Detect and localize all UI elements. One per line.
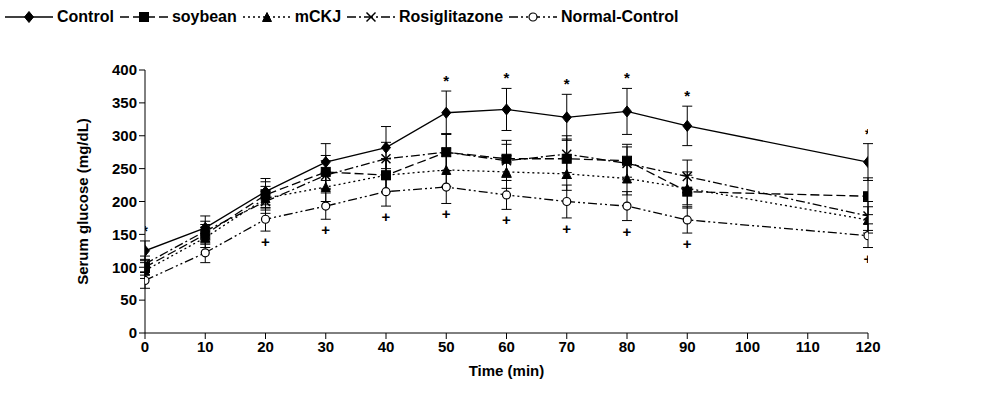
svg-text:110: 110 (796, 338, 820, 355)
svg-text:+: + (683, 235, 692, 252)
svg-text:300: 300 (112, 127, 137, 144)
html-text:soybean: soybean (171, 8, 237, 25)
svg-text:60: 60 (498, 338, 515, 355)
svg-text:70: 70 (558, 338, 575, 355)
svg-text:0: 0 (141, 338, 149, 355)
svg-text:20: 20 (257, 338, 274, 355)
svg-text:*: * (504, 70, 510, 86)
svg-text:*: * (564, 75, 570, 92)
svg-text:+: + (623, 223, 632, 240)
html-text:Control: Control (57, 8, 114, 25)
svg-text:+: + (442, 205, 451, 222)
svg-text:80: 80 (619, 338, 636, 355)
svg-text:200: 200 (112, 193, 137, 210)
svg-text:+: + (382, 208, 391, 225)
svg-text:100: 100 (112, 259, 137, 276)
svg-text:350: 350 (112, 94, 137, 111)
svg-text:10: 10 (197, 338, 214, 355)
svg-text:*: * (684, 87, 690, 104)
svg-text:+: + (502, 211, 511, 228)
svg-text:*: * (865, 125, 868, 142)
svg-text:90: 90 (679, 338, 696, 355)
html-text:Rosiglitazone: Rosiglitazone (399, 8, 503, 25)
svg-text:*: * (624, 70, 630, 86)
html-text:mCKJ: mCKJ (294, 8, 341, 25)
svg-text:0: 0 (129, 324, 137, 341)
svg-text:*: * (443, 72, 449, 89)
svg-text:100: 100 (735, 338, 760, 355)
svg-text:50: 50 (120, 291, 137, 308)
svg-text:400: 400 (112, 61, 137, 78)
svg-text:*: * (145, 222, 148, 239)
svg-text:+: + (261, 233, 270, 250)
svg-text:Serum glucose (mg/dL): Serum glucose (mg/dL) (74, 118, 91, 285)
svg-text:Time (min): Time (min) (469, 362, 545, 379)
svg-text:250: 250 (112, 160, 137, 177)
svg-text:+: + (562, 220, 571, 237)
svg-text:+: + (864, 250, 868, 267)
svg-text:120: 120 (855, 338, 880, 355)
svg-text:50: 50 (438, 338, 455, 355)
svg-text:+: + (321, 221, 330, 238)
svg-text:150: 150 (112, 226, 137, 243)
svg-text:30: 30 (317, 338, 334, 355)
html-text:Normal-Control: Normal-Control (561, 8, 679, 25)
svg-text:40: 40 (378, 338, 395, 355)
